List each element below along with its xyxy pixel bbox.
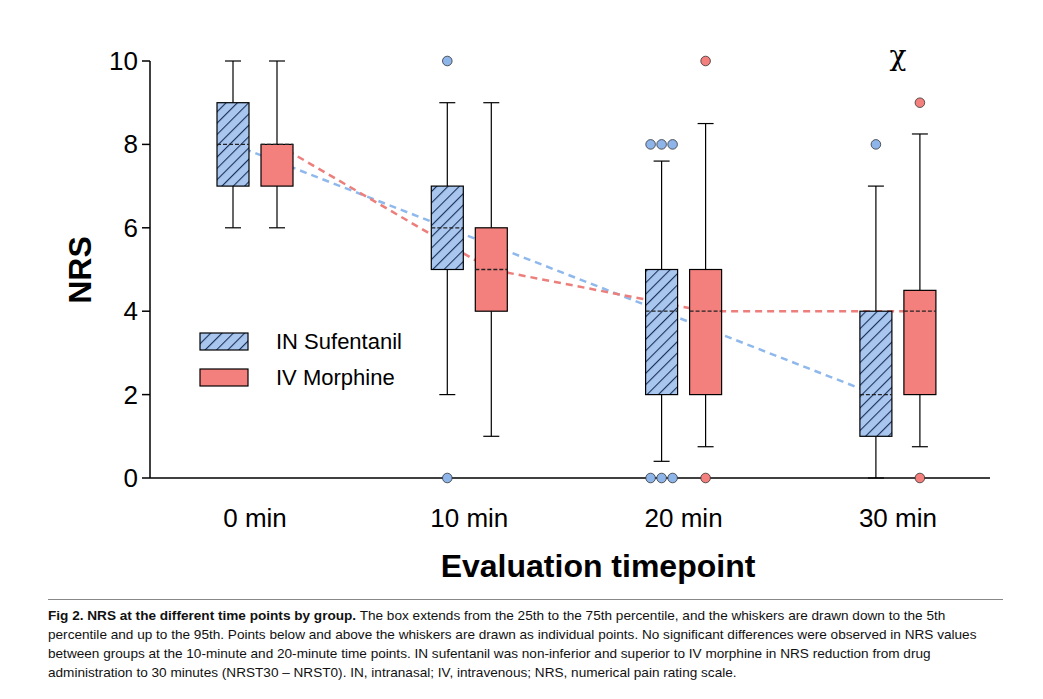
outlier: [668, 473, 678, 483]
outlier: [915, 473, 925, 483]
upper-cap: [868, 186, 884, 187]
plot-marks: [217, 56, 936, 483]
upper-cap: [225, 60, 241, 61]
median: [431, 227, 463, 228]
y-axis: [149, 61, 151, 478]
chart: 0 2 4 6 8 10 0 min 10 min 20 min 30 min Evaluation…: [0, 0, 1043, 699]
lower-cap: [868, 477, 884, 478]
box: [261, 144, 293, 186]
outlier: [668, 140, 678, 150]
y-tick: [142, 227, 150, 229]
outlier: [657, 473, 667, 483]
box: [475, 228, 507, 311]
outlier: [443, 56, 453, 66]
caption: Fig 2. NRS at the different time points …: [48, 606, 1003, 682]
y-tick: [142, 394, 150, 396]
upper-cap: [439, 102, 455, 103]
lower-whisker: [491, 311, 492, 436]
legend-label: IV Morphine: [276, 365, 395, 390]
median: [690, 311, 722, 312]
outlier: [646, 473, 656, 483]
upper-whisker: [919, 134, 920, 290]
lower-cap: [654, 461, 670, 462]
outlier: [701, 56, 711, 66]
upper-whisker: [661, 161, 662, 269]
median: [261, 144, 293, 145]
y-tick-label: 4: [124, 296, 138, 326]
upper-whisker: [276, 61, 277, 144]
y-tick: [142, 60, 150, 62]
upper-cap: [269, 60, 285, 61]
lower-whisker: [447, 270, 448, 395]
upper-whisker: [491, 103, 492, 228]
outlier: [646, 140, 656, 150]
box: [690, 270, 722, 395]
lower-whisker: [875, 436, 876, 478]
x-tick-label: 0 min: [223, 503, 287, 533]
box: [646, 270, 678, 395]
y-tick: [142, 144, 150, 146]
outlier: [443, 473, 453, 483]
lower-cap: [483, 436, 499, 437]
lower-whisker: [661, 395, 662, 462]
box: [431, 186, 463, 269]
upper-whisker: [447, 103, 448, 186]
x-axis-title: Evaluation timepoint: [441, 548, 756, 584]
upper-whisker: [705, 124, 706, 270]
x-tick-label: 30 min: [859, 503, 937, 533]
y-tick: [142, 477, 150, 479]
legend-swatch: [200, 333, 248, 350]
lower-whisker: [232, 186, 233, 228]
y-tick-label: 8: [124, 129, 138, 159]
upper-cap: [912, 133, 928, 134]
caption-rule: [48, 599, 1003, 600]
lower-whisker: [919, 395, 920, 447]
y-tick-label: 2: [124, 380, 138, 410]
outlier: [915, 98, 925, 108]
lower-cap: [698, 446, 714, 447]
upper-cap: [483, 102, 499, 103]
x-tick-label: 20 min: [645, 503, 723, 533]
lower-cap: [439, 394, 455, 395]
upper-cap: [698, 123, 714, 124]
lower-cap: [912, 446, 928, 447]
y-tick-label: 10: [109, 46, 138, 76]
lower-cap: [225, 227, 241, 228]
x-tick-label: 10 min: [430, 503, 508, 533]
box: [860, 311, 892, 436]
box: [904, 290, 936, 394]
outlier: [871, 140, 881, 150]
outlier: [657, 140, 667, 150]
box: [217, 103, 249, 186]
lower-whisker: [705, 395, 706, 447]
annotation: χ: [889, 39, 906, 72]
x-axis: [150, 477, 990, 479]
upper-whisker: [232, 61, 233, 103]
median-trend-line: [277, 144, 920, 311]
y-axis-title: NRS: [62, 236, 98, 304]
median: [904, 311, 936, 312]
legend-label: IN Sufentanil: [276, 329, 402, 354]
y-tick-label: 0: [124, 463, 138, 493]
median: [475, 269, 507, 270]
median-trend-line: [233, 144, 876, 394]
outlier: [701, 473, 711, 483]
caption-title: Fig 2. NRS at the different time points …: [48, 608, 356, 623]
upper-whisker: [875, 186, 876, 311]
y-tick: [142, 310, 150, 312]
median: [646, 311, 678, 312]
y-tick-label: 6: [124, 213, 138, 243]
lower-cap: [269, 227, 285, 228]
legend-swatch: [200, 369, 248, 386]
lower-whisker: [276, 186, 277, 228]
median: [217, 144, 249, 145]
median: [860, 394, 892, 395]
upper-cap: [654, 160, 670, 161]
